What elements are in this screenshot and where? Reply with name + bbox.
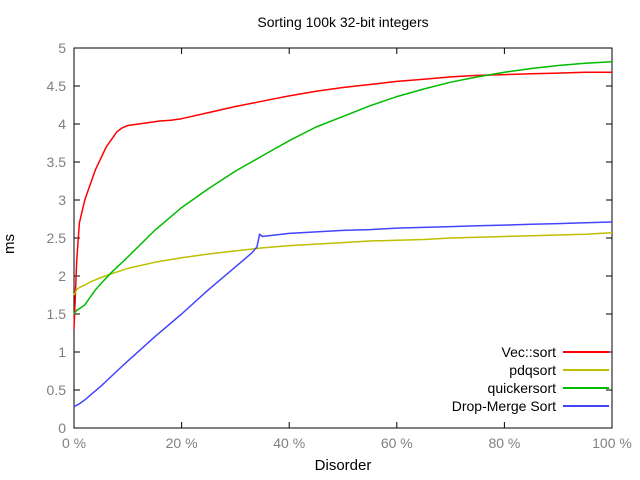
legend-label-vec-sort: Vec::sort: [502, 344, 557, 360]
y-tick-label: 0.5: [47, 382, 67, 398]
y-tick-label: 1.5: [47, 306, 67, 322]
series-line-quickersort: [73, 60, 613, 315]
x-axis-label: Disorder: [315, 457, 372, 474]
x-tick-label: 40 %: [273, 435, 305, 451]
y-tick-label: 2: [58, 268, 66, 284]
chart-title: Sorting 100k 32-bit integers: [257, 14, 428, 30]
y-tick-label: 5: [58, 40, 66, 56]
y-tick-label: 4: [58, 116, 66, 132]
y-tick-label: 2.5: [47, 230, 67, 246]
legend-label-drop-merge-sort: Drop-Merge Sort: [452, 398, 556, 414]
y-tick-label: 4.5: [47, 78, 67, 94]
series-lines: [73, 60, 613, 408]
x-tick-label: 100 %: [592, 435, 632, 451]
y-tick-label: 1: [58, 344, 66, 360]
series-line-pdqsort: [73, 231, 613, 296]
x-tick-label: 80 %: [488, 435, 520, 451]
y-axis-label: ms: [1, 234, 18, 254]
legend-label-pdqsort: pdqsort: [509, 362, 556, 378]
series-line-vec-sort: [73, 71, 612, 330]
legend-label-quickersort: quickersort: [488, 380, 557, 396]
x-tick-label: 60 %: [381, 435, 413, 451]
x-tick-label: 0 %: [62, 435, 86, 451]
y-tick-label: 3: [58, 192, 66, 208]
y-tick-label: 0: [58, 420, 66, 436]
y-tick-label: 3.5: [47, 154, 67, 170]
series-line-drop-merge-sort: [73, 221, 613, 408]
axis-ticks: 0 0.5 1 1.5 2 2.5 3 3.5 4 4.5 5 0 % 20 % 40 % 60 % 80 %…: [47, 40, 632, 451]
x-tick-label: 20 %: [166, 435, 198, 451]
